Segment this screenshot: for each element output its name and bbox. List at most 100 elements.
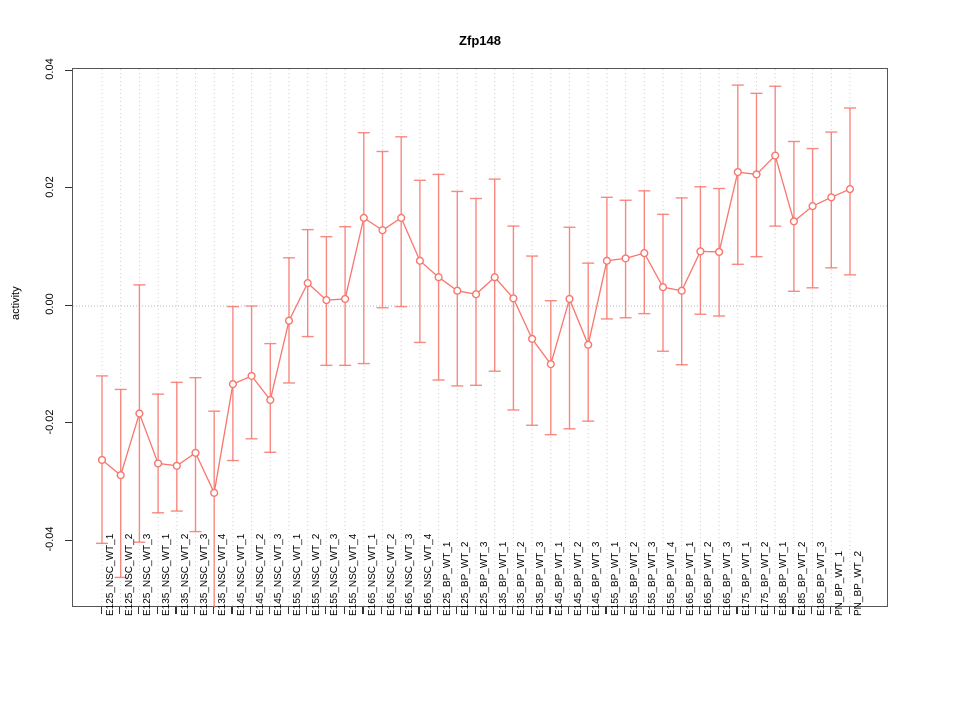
x-tick-label: E155_NSC_WT_4 bbox=[348, 533, 360, 616]
x-tick-mark bbox=[287, 607, 289, 614]
chart-canvas bbox=[73, 69, 889, 608]
x-tick-mark bbox=[698, 607, 701, 614]
data-point[interactable] bbox=[771, 151, 780, 160]
x-tick-label: E145_NSC_WT_3 bbox=[273, 533, 285, 616]
data-point[interactable] bbox=[808, 202, 817, 211]
x-tick-label: E125_NSC_WT_3 bbox=[142, 533, 154, 616]
data-point[interactable] bbox=[303, 278, 312, 288]
data-point[interactable] bbox=[471, 290, 481, 299]
x-tick-mark bbox=[605, 607, 607, 614]
x-tick-mark bbox=[175, 607, 177, 614]
x-tick-label: E155_NSC_WT_3 bbox=[329, 533, 341, 616]
x-tick-label: E165_BP_WT_1 bbox=[684, 541, 696, 617]
x-tick-mark bbox=[100, 607, 102, 614]
data-point[interactable] bbox=[135, 409, 144, 418]
data-point[interactable] bbox=[640, 249, 649, 258]
y-tick-label: -0.02 bbox=[44, 408, 56, 435]
y-tick-label: 0.04 bbox=[44, 58, 56, 80]
data-point[interactable] bbox=[714, 247, 724, 257]
x-tick-mark bbox=[511, 607, 514, 614]
x-tick-mark bbox=[530, 607, 532, 614]
x-tick-mark bbox=[624, 607, 626, 614]
x-tick-mark bbox=[137, 607, 140, 614]
x-tick-label: E135_NSC_WT_2 bbox=[179, 533, 191, 616]
x-tick-mark bbox=[755, 607, 757, 614]
data-point[interactable] bbox=[172, 461, 181, 470]
chart-title: Zfp148 bbox=[459, 33, 501, 48]
data-point[interactable] bbox=[789, 217, 799, 226]
data-point[interactable] bbox=[378, 226, 387, 235]
data-point[interactable] bbox=[322, 296, 331, 305]
data-point[interactable] bbox=[490, 273, 499, 282]
x-tick-mark bbox=[474, 607, 476, 614]
y-tick-label: 0.00 bbox=[44, 293, 56, 315]
y-tick-label: 0.02 bbox=[44, 175, 56, 198]
data-point[interactable] bbox=[546, 360, 555, 369]
x-tick-mark bbox=[680, 607, 682, 614]
x-tick-mark bbox=[324, 607, 327, 614]
x-tick-label: E155_BP_WT_2 bbox=[628, 541, 640, 617]
data-point[interactable] bbox=[415, 256, 425, 265]
x-tick-mark bbox=[848, 607, 850, 614]
x-tick-label: E135_NSC_WT_4 bbox=[217, 533, 229, 616]
data-point[interactable] bbox=[210, 488, 219, 497]
data-point[interactable] bbox=[658, 283, 668, 292]
x-tick-mark bbox=[381, 607, 383, 614]
y-tick-mark bbox=[65, 422, 72, 424]
x-tick-label: E185_BP_WT_1 bbox=[778, 541, 790, 617]
data-point[interactable] bbox=[434, 273, 443, 282]
x-tick-label: E135_NSC_WT_3 bbox=[198, 533, 210, 616]
x-tick-mark bbox=[736, 607, 738, 614]
x-tick-mark bbox=[362, 607, 364, 614]
data-point[interactable] bbox=[341, 294, 350, 304]
x-tick-label: E125_BP_WT_1 bbox=[441, 541, 453, 617]
data-point[interactable] bbox=[827, 193, 836, 202]
x-tick-label: E155_NSC_WT_2 bbox=[310, 533, 322, 616]
data-point[interactable] bbox=[845, 184, 855, 194]
x-tick-label: E145_BP_WT_2 bbox=[572, 541, 584, 617]
x-tick-mark bbox=[437, 607, 439, 614]
data-point[interactable] bbox=[565, 294, 574, 304]
data-point[interactable] bbox=[677, 286, 686, 295]
x-tick-mark bbox=[829, 607, 832, 614]
x-tick-mark bbox=[343, 607, 345, 614]
data-point[interactable] bbox=[228, 380, 238, 389]
x-tick-label: E165_NSC_WT_4 bbox=[422, 533, 434, 616]
x-tick-label: E155_NSC_WT_1 bbox=[292, 533, 303, 616]
data-point[interactable] bbox=[97, 455, 107, 465]
data-point[interactable] bbox=[284, 316, 294, 325]
y-tick-label: -0.04 bbox=[44, 526, 56, 552]
x-tick-label: E125_BP_WT_3 bbox=[479, 541, 490, 617]
data-point[interactable] bbox=[528, 334, 537, 344]
data-point[interactable] bbox=[621, 254, 630, 263]
y-axis-label: activity bbox=[10, 286, 22, 320]
data-point[interactable] bbox=[397, 213, 406, 222]
x-tick-label: E155_BP_WT_1 bbox=[609, 541, 621, 617]
data-point[interactable] bbox=[191, 448, 200, 457]
data-point[interactable] bbox=[696, 247, 705, 256]
data-point[interactable] bbox=[602, 256, 612, 265]
data-point[interactable] bbox=[584, 340, 593, 349]
data-point[interactable] bbox=[733, 167, 742, 177]
x-tick-mark bbox=[792, 607, 794, 614]
data-point[interactable] bbox=[266, 395, 275, 405]
data-point[interactable] bbox=[752, 170, 761, 179]
data-point[interactable] bbox=[153, 459, 163, 468]
x-tick-mark bbox=[306, 607, 308, 614]
x-tick-label: E125_BP_WT_2 bbox=[460, 541, 472, 617]
x-tick-label: E155_BP_WT_3 bbox=[647, 541, 659, 617]
x-tick-mark bbox=[231, 607, 233, 614]
x-tick-mark bbox=[773, 607, 775, 614]
x-tick-mark bbox=[661, 607, 663, 614]
data-point[interactable] bbox=[453, 286, 462, 295]
x-tick-label: E175_BP_WT_1 bbox=[740, 541, 752, 617]
data-point[interactable] bbox=[359, 213, 368, 222]
x-tick-label: E125_NSC_WT_2 bbox=[123, 533, 135, 616]
data-point[interactable] bbox=[247, 371, 256, 381]
x-tick-label: E145_BP_WT_1 bbox=[553, 541, 565, 617]
data-point[interactable] bbox=[116, 471, 125, 480]
x-tick-label: E145_BP_WT_3 bbox=[591, 541, 603, 617]
x-tick-label: E135_BP_WT_2 bbox=[516, 541, 528, 617]
data-point[interactable] bbox=[509, 294, 518, 303]
x-tick-label: E135_NSC_WT_1 bbox=[161, 533, 173, 616]
